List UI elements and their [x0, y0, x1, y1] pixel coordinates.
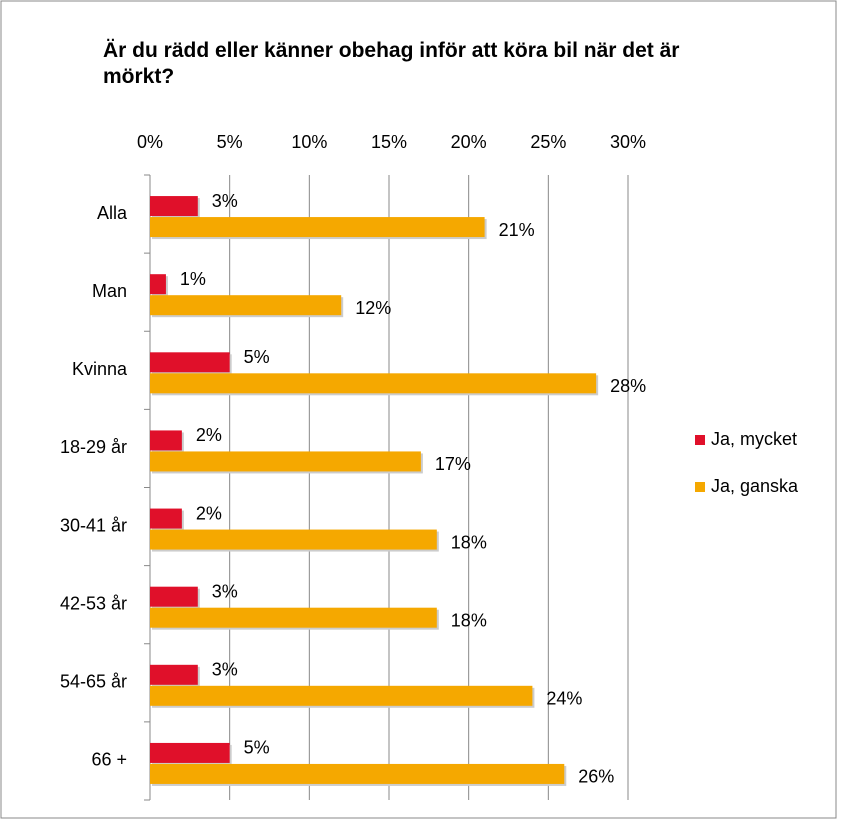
x-tick-label: 25%	[530, 132, 566, 152]
x-tick-label: 15%	[371, 132, 407, 152]
legend-label: Ja, ganska	[711, 476, 799, 496]
bar	[150, 508, 182, 529]
y-tick-label: 66 +	[91, 750, 127, 770]
data-label: 2%	[196, 425, 222, 445]
data-label: 3%	[212, 660, 238, 680]
data-label: 3%	[212, 191, 238, 211]
data-label: 2%	[196, 503, 222, 523]
x-tick-label: 20%	[451, 132, 487, 152]
x-tick-label: 5%	[217, 132, 243, 152]
data-label: 12%	[355, 298, 391, 318]
data-label: 5%	[244, 347, 270, 367]
y-tick-label: 18-29 år	[60, 437, 127, 457]
bar	[150, 217, 485, 238]
x-tick-label: 30%	[610, 132, 646, 152]
y-tick-label: Alla	[97, 203, 128, 223]
y-tick-label: 54-65 år	[60, 672, 127, 692]
data-label: 21%	[499, 220, 535, 240]
bar	[150, 685, 533, 706]
data-label: 1%	[180, 269, 206, 289]
bar	[150, 529, 437, 550]
legend-label: Ja, mycket	[711, 429, 797, 449]
bar	[150, 373, 597, 394]
data-label: 28%	[610, 376, 646, 396]
bar	[150, 586, 198, 607]
bar	[150, 451, 421, 472]
bar	[150, 274, 166, 295]
bar	[150, 430, 182, 451]
bar	[150, 352, 230, 373]
bar	[150, 607, 437, 628]
bar	[150, 295, 342, 316]
data-label: 3%	[212, 581, 238, 601]
bar	[150, 763, 565, 784]
x-tick-label: 0%	[137, 132, 163, 152]
data-label: 17%	[435, 454, 471, 474]
data-label: 26%	[578, 767, 614, 787]
y-tick-label: 42-53 år	[60, 593, 127, 613]
legend-swatch	[695, 482, 705, 492]
data-label: 18%	[451, 532, 487, 552]
x-tick-label: 10%	[291, 132, 327, 152]
data-label: 18%	[451, 610, 487, 630]
y-tick-label: 30-41 år	[60, 515, 127, 535]
bar	[150, 196, 198, 217]
data-label: 24%	[546, 689, 582, 709]
y-tick-label: Kvinna	[72, 359, 128, 379]
bar	[150, 664, 198, 685]
chart-title: Är du rädd eller känner obehag inför att…	[103, 39, 680, 88]
data-label: 5%	[244, 738, 270, 758]
bar	[150, 742, 230, 763]
legend-swatch	[695, 435, 705, 445]
y-tick-label: Man	[92, 281, 127, 301]
